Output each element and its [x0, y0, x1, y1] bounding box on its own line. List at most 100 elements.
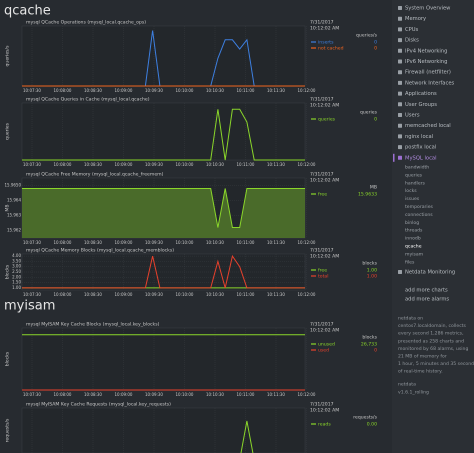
legend-time: 10:12:02 AM — [310, 408, 339, 414]
x-tick-label: 10:11:00 — [237, 392, 255, 397]
menu-item[interactable]: Network Interfaces — [405, 80, 455, 86]
x-tick-label: 10:12:00 — [298, 88, 316, 93]
y-unit: queries — [5, 122, 11, 140]
menu-item[interactable]: Netdata Monitoring — [405, 270, 455, 276]
menu-item[interactable]: IPv6 Networking — [405, 59, 447, 65]
active-bar — [393, 153, 395, 162]
legend-value: 0 — [374, 117, 377, 123]
x-tick-label: 10:10:00 — [176, 88, 194, 93]
submenu-item[interactable]: innodb — [405, 236, 421, 242]
menu-item[interactable]: IPv4 Networking — [405, 48, 447, 54]
y-tick-label: 2.00 — [12, 274, 21, 279]
legend-time: 10:12:02 AM — [310, 103, 339, 109]
plot-bg — [21, 253, 306, 291]
legend-unit: blocks — [362, 335, 377, 341]
y-unit: requests/s — [5, 418, 11, 442]
legend-unit: MB — [370, 185, 377, 191]
x-tick-label: 10:10:30 — [206, 292, 224, 297]
x-tick-label: 10:08:00 — [54, 292, 72, 297]
x-tick-label: 10:09:00 — [115, 88, 133, 93]
submenu-item[interactable]: locks — [405, 188, 417, 194]
x-tick-label: 10:12:00 — [298, 292, 316, 297]
submenu-item[interactable]: files — [405, 259, 415, 265]
add-alarms[interactable]: add more alarms — [405, 297, 449, 303]
menu-item[interactable]: nginx local — [405, 134, 433, 140]
submenu-item[interactable]: issues — [405, 196, 420, 202]
x-tick-label: 10:10:00 — [176, 292, 194, 297]
menu-icon — [398, 91, 402, 96]
x-tick-label: 10:10:30 — [206, 88, 224, 93]
menu-item[interactable]: Firewall (netfilter) — [405, 70, 451, 76]
y-unit: MB — [5, 204, 11, 211]
info-line: every second 1,286 metrics, — [398, 331, 464, 337]
x-tick-label: 10:11:30 — [267, 292, 285, 297]
submenu-item[interactable]: handlers — [405, 180, 426, 186]
legend-name[interactable]: used — [318, 348, 329, 354]
x-tick-label: 10:10:00 — [176, 162, 194, 167]
menu-item[interactable]: Disks — [405, 38, 419, 44]
x-tick-label: 10:12:00 — [298, 240, 316, 245]
submenu-item[interactable]: connections — [405, 212, 433, 218]
y-tick-label: 1.50 — [12, 280, 21, 285]
version: v1.6.1_rolling — [398, 390, 429, 396]
submenu-item[interactable]: threads — [405, 228, 423, 234]
info-line: 1 hour, 5 minutes and 35 seconds — [398, 361, 474, 367]
y-tick-label: 4.00 — [12, 253, 21, 258]
menu-icon — [398, 70, 402, 75]
series-line — [22, 188, 305, 228]
x-tick-label: 10:10:00 — [176, 240, 194, 245]
legend-name[interactable]: total — [318, 274, 329, 280]
menu-item[interactable]: Memory — [405, 16, 426, 22]
chart-title: mysql MyISAM Key Cache Requests (mysql_l… — [26, 402, 171, 408]
menu-item[interactable]: System Overview — [405, 6, 451, 12]
info-line: of real-time history. — [398, 369, 443, 375]
plot-bg — [21, 102, 306, 161]
info-line: 21 MB of memory for — [398, 354, 447, 360]
legend-name[interactable]: reads — [318, 422, 331, 428]
x-tick-label: 10:08:30 — [84, 292, 102, 297]
legend-name[interactable]: free — [318, 268, 327, 274]
series-line — [22, 108, 305, 161]
submenu-item[interactable]: myisam — [405, 251, 424, 257]
menu-item[interactable]: MySQL local — [405, 155, 437, 161]
chart-title: mysql QCache Free Memory (mysql_local.qc… — [26, 172, 164, 178]
legend-time: 10:12:02 AM — [310, 26, 339, 32]
menu-item[interactable]: Users — [405, 113, 420, 119]
submenu-item[interactable]: qcache — [405, 244, 422, 250]
x-tick-label: 10:09:00 — [115, 240, 133, 245]
add-charts[interactable]: add more charts — [405, 288, 448, 294]
legend-name[interactable]: unused — [318, 342, 335, 348]
legend-name[interactable]: inserts — [318, 40, 334, 46]
x-tick-label: 10:12:00 — [298, 162, 316, 167]
menu-item[interactable]: Applications — [405, 91, 437, 97]
menu-item[interactable]: CPUs — [405, 27, 419, 33]
x-tick-label: 10:07:30 — [23, 88, 41, 93]
menu-item[interactable]: memcached local — [405, 123, 451, 129]
submenu-item[interactable]: queries — [405, 172, 423, 178]
x-tick-label: 10:07:30 — [23, 240, 41, 245]
submenu-item[interactable]: bandwidth — [405, 165, 429, 171]
y-tick-label: 1.00 — [12, 285, 21, 290]
legend-name[interactable]: not cached — [318, 46, 344, 52]
legend-name[interactable]: free — [318, 192, 327, 198]
submenu-item[interactable]: temporaries — [405, 204, 434, 210]
x-tick-label: 10:10:30 — [206, 392, 224, 397]
x-tick-label: 10:08:30 — [84, 392, 102, 397]
x-tick-label: 10:11:30 — [267, 240, 285, 245]
menu-item[interactable]: postfix local — [405, 145, 436, 151]
chart-title: mysql QCache Operations (mysql_local.qca… — [26, 20, 146, 26]
legend-time: 10:12:02 AM — [310, 178, 339, 184]
menu-item[interactable]: User Groups — [405, 102, 437, 108]
y-unit: blocks — [5, 351, 11, 366]
x-tick-label: 10:09:30 — [145, 162, 163, 167]
legend-date: 7/31/2017 — [310, 97, 334, 103]
info-line: presented as 258 charts and — [398, 338, 464, 344]
y-tick-label: 15.962 — [7, 228, 21, 233]
y-unit: blocks — [5, 264, 11, 279]
info-line: centos7.localdomain, collects — [398, 323, 467, 329]
submenu-item[interactable]: binlog — [405, 220, 419, 226]
x-tick-label: 10:08:00 — [54, 392, 72, 397]
menu-icon — [398, 145, 402, 150]
legend-name[interactable]: queries — [318, 117, 336, 123]
